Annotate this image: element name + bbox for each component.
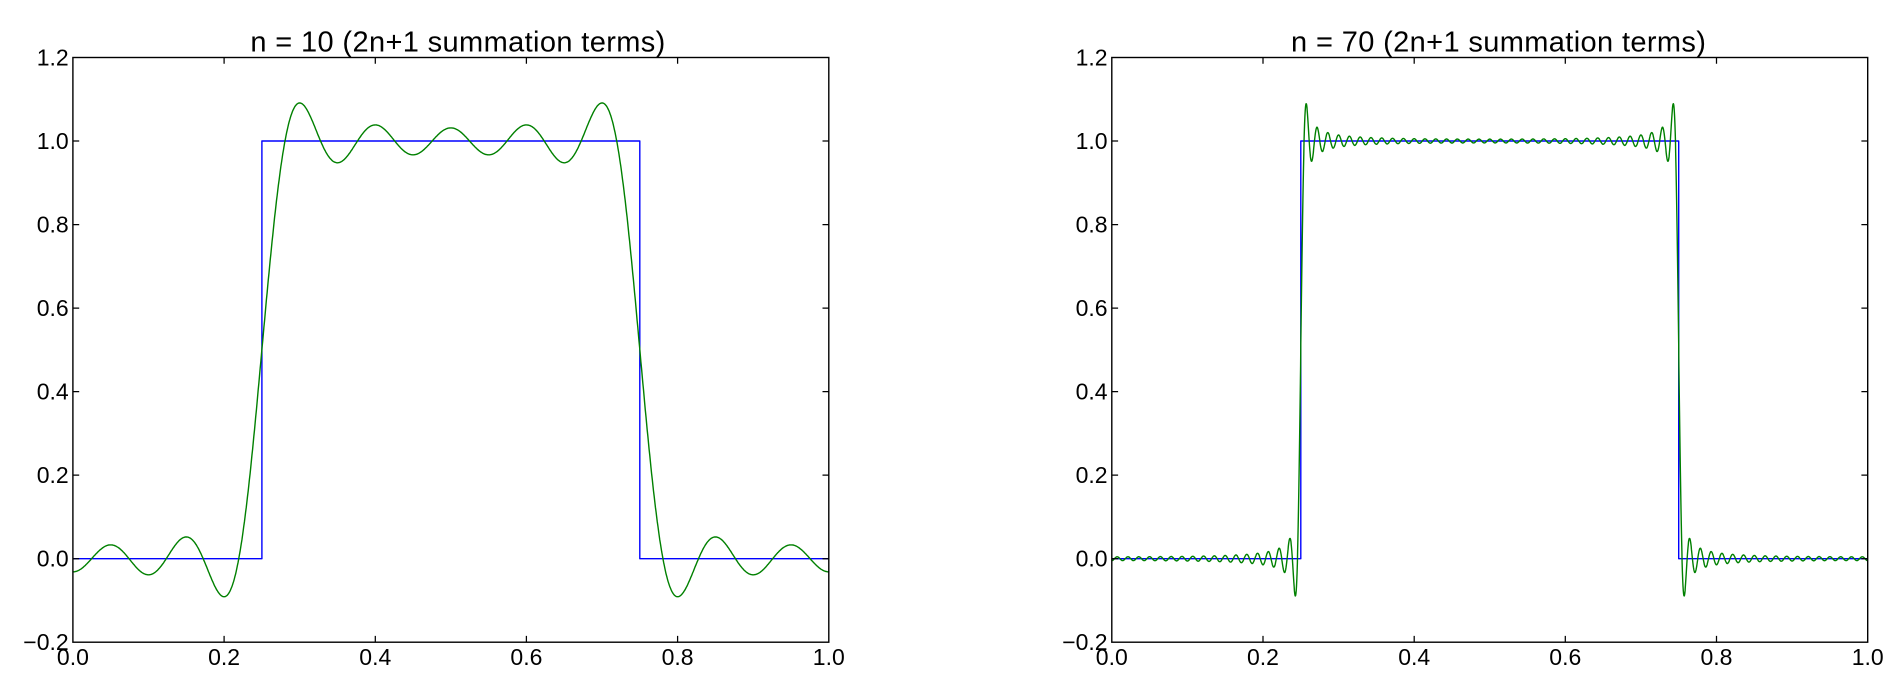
svg-text:0.0: 0.0 [1096, 644, 1128, 670]
svg-text:0.2: 0.2 [1247, 644, 1279, 670]
svg-text:0.4: 0.4 [1398, 644, 1430, 670]
svg-text:0.0: 0.0 [37, 546, 69, 572]
svg-text:1.0: 1.0 [1852, 644, 1884, 670]
svg-text:0.6: 0.6 [1549, 644, 1581, 670]
svg-text:0.8: 0.8 [37, 212, 69, 238]
svg-text:1.2: 1.2 [37, 44, 69, 70]
svg-text:0.6: 0.6 [37, 295, 69, 321]
svg-text:n = 10 (2n+1 summation terms): n = 10 (2n+1 summation terms) [250, 27, 665, 59]
svg-text:1.0: 1.0 [37, 128, 69, 154]
svg-text:0.0: 0.0 [57, 644, 89, 670]
svg-text:0.0: 0.0 [1076, 546, 1108, 572]
svg-text:0.2: 0.2 [208, 644, 240, 670]
svg-text:0.2: 0.2 [1076, 462, 1108, 488]
svg-text:0.6: 0.6 [1076, 295, 1108, 321]
svg-text:0.4: 0.4 [1076, 379, 1108, 405]
svg-text:0.8: 0.8 [1701, 644, 1733, 670]
svg-text:1.0: 1.0 [1076, 128, 1108, 154]
svg-text:0.4: 0.4 [37, 379, 69, 405]
svg-text:1.0: 1.0 [813, 644, 845, 670]
svg-text:0.8: 0.8 [1076, 212, 1108, 238]
svg-text:−0.2: −0.2 [1062, 629, 1107, 655]
svg-text:n = 70 (2n+1 summation terms): n = 70 (2n+1 summation terms) [1291, 27, 1706, 59]
svg-text:−0.2: −0.2 [23, 629, 68, 655]
svg-text:1.2: 1.2 [1076, 44, 1108, 70]
svg-text:0.4: 0.4 [359, 644, 391, 670]
svg-text:0.6: 0.6 [510, 644, 542, 670]
svg-text:0.8: 0.8 [662, 644, 694, 670]
svg-text:0.2: 0.2 [37, 462, 69, 488]
